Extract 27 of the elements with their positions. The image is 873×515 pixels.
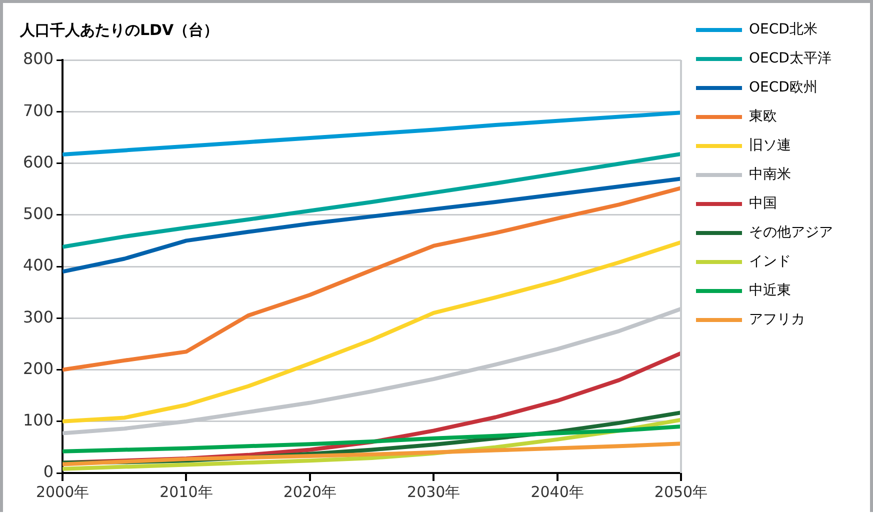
x-tick-label: 2020年	[283, 482, 337, 501]
y-tick-label: 800	[22, 49, 54, 68]
legend-label: 中南米	[749, 166, 791, 183]
x-tick-label: 2010年	[160, 482, 213, 501]
y-tick-label: 300	[22, 307, 54, 326]
x-tick-label: 2000年	[36, 482, 90, 501]
y-tick-label: 700	[22, 100, 54, 120]
x-tick-label: 2030年	[407, 482, 460, 501]
legend-label: OECD北米	[749, 22, 818, 38]
legend-label: 中国	[749, 196, 777, 212]
x-tick-label: 2050年	[654, 482, 708, 501]
y-tick-label: 600	[22, 152, 54, 172]
legend-label: OECD太平洋	[749, 50, 832, 67]
legend-label: 東欧	[749, 108, 777, 125]
legend-label: 中近東	[749, 282, 791, 299]
legend-label: その他アジア	[749, 224, 833, 241]
chart-title: 人口千人あたりのLDV（台）	[19, 20, 219, 39]
y-tick-label: 500	[22, 204, 54, 224]
y-tick-label: 100	[22, 410, 54, 430]
y-tick-label: 400	[22, 256, 54, 275]
y-tick-label: 0	[43, 462, 54, 482]
legend-label: インド	[749, 254, 791, 270]
legend-label: アフリカ	[749, 312, 805, 328]
legend-label: OECD欧州	[749, 80, 818, 96]
y-tick-label: 200	[22, 358, 54, 378]
x-tick-label: 2040年	[530, 482, 584, 501]
legend-label: 旧ソ連	[749, 138, 791, 154]
